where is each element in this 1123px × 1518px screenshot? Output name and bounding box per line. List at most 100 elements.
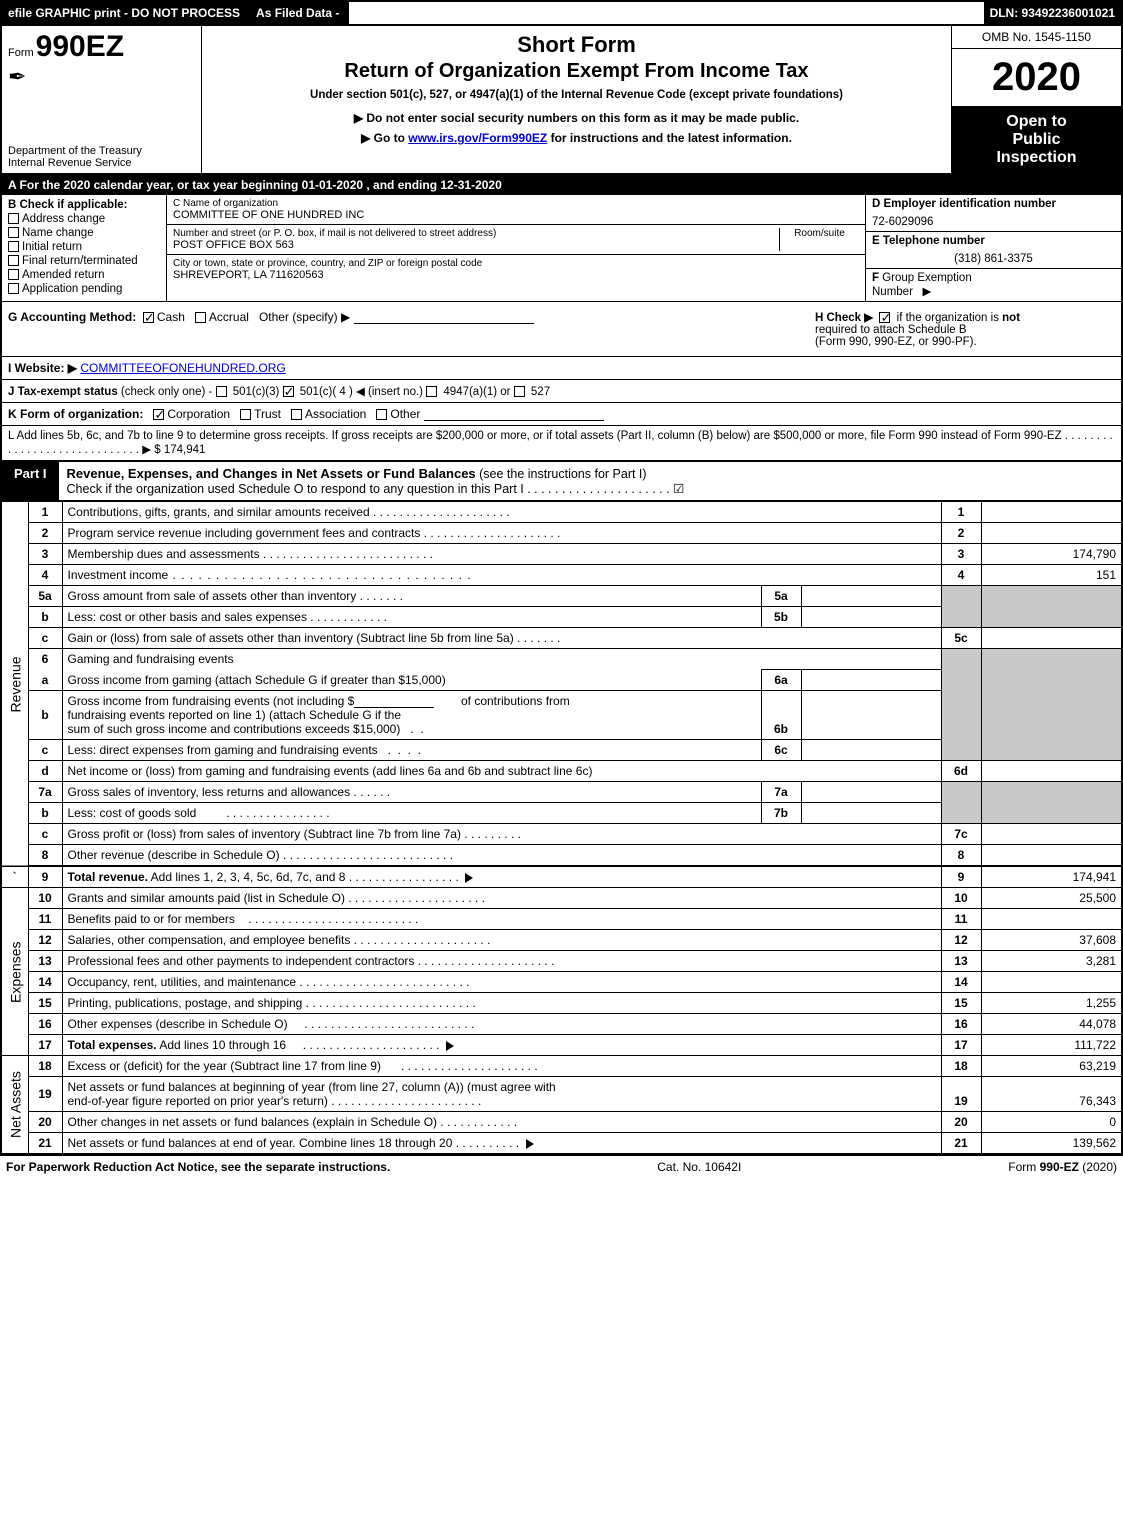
- cb-amended-return[interactable]: Amended return: [8, 269, 160, 281]
- line-6b-desc: Gross income from fundraising events (no…: [62, 691, 761, 740]
- cb-cash[interactable]: [143, 312, 154, 323]
- line-5a-desc: Gross amount from sale of assets other t…: [62, 586, 761, 607]
- row-g: G Accounting Method: Cash Accrual Other …: [2, 302, 1121, 357]
- line-7b-sv: [801, 803, 941, 824]
- cb-other[interactable]: [376, 409, 387, 420]
- line-6d-val: [981, 761, 1121, 782]
- cb-final-return[interactable]: Final return/terminated: [8, 255, 160, 267]
- line-7b-num: [941, 803, 981, 824]
- header-mid: Short Form Return of Organization Exempt…: [202, 26, 951, 173]
- line-6-val: [981, 649, 1121, 670]
- line-9-desc: Total revenue. Add lines 1, 2, 3, 4, 5c,…: [62, 866, 941, 888]
- table-row: 6 Gaming and fundraising events: [2, 649, 1121, 670]
- line-1-val: [981, 502, 1121, 523]
- line-12-num: 12: [941, 930, 981, 951]
- cb-application-pending[interactable]: Application pending: [8, 283, 160, 295]
- cb-501c3[interactable]: [216, 386, 227, 397]
- line-20-desc: Other changes in net assets or fund bala…: [62, 1112, 941, 1133]
- line-17-desc: Total expenses. Add lines 10 through 16: [62, 1035, 941, 1056]
- col-b: B Check if applicable: Address change Na…: [2, 195, 167, 301]
- line-5b-desc: Less: cost or other basis and sales expe…: [62, 607, 761, 628]
- line-8-desc: Other revenue (describe in Schedule O): [62, 845, 941, 867]
- website-link[interactable]: COMMITTEEOFONEHUNDRED.ORG: [80, 361, 285, 375]
- line-5a-sv: [801, 586, 941, 607]
- line-1-no: 1: [28, 502, 62, 523]
- line-11-no: 11: [28, 909, 62, 930]
- line-6a-sv: [801, 670, 941, 691]
- line-16-desc: Other expenses (describe in Schedule O): [62, 1014, 941, 1035]
- arrow-line-2: ▶ Go to www.irs.gov/Form990EZ for instru…: [212, 131, 941, 145]
- line-9-num: 9: [941, 866, 981, 888]
- line-5a-num: [941, 586, 981, 607]
- table-row: 7a Gross sales of inventory, less return…: [2, 782, 1121, 803]
- d-value: 72-6029096: [872, 216, 1115, 228]
- cb-trust[interactable]: [240, 409, 251, 420]
- d-label: D Employer identification number: [872, 198, 1056, 210]
- k-label: K Form of organization:: [8, 407, 143, 421]
- line-16-no: 16: [28, 1014, 62, 1035]
- line-6a-no: a: [28, 670, 62, 691]
- line-6d-num: 6d: [941, 761, 981, 782]
- line-7b-desc: Less: cost of goods sold . . . . . . . .…: [62, 803, 761, 824]
- i-label: I Website: ▶: [8, 361, 77, 375]
- table-row: 12 Salaries, other compensation, and emp…: [2, 930, 1121, 951]
- form-prefix: Form: [8, 47, 34, 59]
- arrow2-post: for instructions and the latest informat…: [547, 131, 792, 145]
- cell-city: City or town, state or province, country…: [167, 255, 865, 284]
- line-8-num: 8: [941, 845, 981, 867]
- cb-accrual[interactable]: [195, 312, 206, 323]
- irs-link[interactable]: www.irs.gov/Form990EZ: [408, 131, 547, 145]
- line-6c-desc: Less: direct expenses from gaming and fu…: [62, 740, 761, 761]
- arrow2-pre: ▶ Go to: [361, 131, 408, 145]
- arrow-icon: [446, 1041, 454, 1051]
- line-3-desc: Membership dues and assessments: [62, 544, 941, 565]
- subtitle: Under section 501(c), 527, or 4947(a)(1)…: [212, 89, 941, 101]
- part1-header: Part I Revenue, Expenses, and Changes in…: [2, 462, 1121, 501]
- cb-association[interactable]: [291, 409, 302, 420]
- col-def: D Employer identification number 72-6029…: [866, 195, 1121, 301]
- e-value: (318) 861-3375: [872, 253, 1115, 265]
- line-8-val: [981, 845, 1121, 867]
- line-20-val: 0: [981, 1112, 1121, 1133]
- cb-initial-return[interactable]: Initial return: [8, 241, 160, 253]
- line-6c-no: c: [28, 740, 62, 761]
- line-21-num: 21: [941, 1133, 981, 1154]
- cb-4947[interactable]: [426, 386, 437, 397]
- line-8-no: 8: [28, 845, 62, 867]
- k-other-input[interactable]: [424, 409, 604, 421]
- line-18-val: 63,219: [981, 1056, 1121, 1077]
- table-row: 5a Gross amount from sale of assets othe…: [2, 586, 1121, 607]
- cb-527[interactable]: [514, 386, 525, 397]
- line-19-desc: Net assets or fund balances at beginning…: [62, 1077, 941, 1112]
- line-3-val: 174,790: [981, 544, 1121, 565]
- arrow-line-1: ▶ Do not enter social security numbers o…: [212, 111, 941, 125]
- form-number-value: 990EZ: [36, 30, 124, 64]
- cb-name-change[interactable]: Name change: [8, 227, 160, 239]
- cb-h[interactable]: [879, 312, 890, 323]
- line-7c-num: 7c: [941, 824, 981, 845]
- line-5c-val: [981, 628, 1121, 649]
- line-10-num: 10: [941, 888, 981, 909]
- line-6b-sv: [801, 691, 941, 740]
- form-number: Form 990EZ: [8, 30, 195, 64]
- cb-corporation[interactable]: [153, 409, 164, 420]
- part1-title-bold: Revenue, Expenses, and Changes in Net As…: [67, 466, 476, 481]
- cell-street: Number and street (or P. O. box, if mail…: [167, 225, 865, 255]
- table-row: 8 Other revenue (describe in Schedule O)…: [2, 845, 1121, 867]
- side-revenue: Revenue: [2, 502, 28, 867]
- cb-501c[interactable]: [283, 386, 294, 397]
- part1-title-rest: (see the instructions for Part I): [476, 467, 647, 481]
- table-row: 21 Net assets or fund balances at end of…: [2, 1133, 1121, 1154]
- line-6d-no: d: [28, 761, 62, 782]
- line-7c-val: [981, 824, 1121, 845]
- street-label: Number and street (or P. O. box, if mail…: [173, 228, 779, 239]
- open-to-public: Open to Public Inspection: [952, 107, 1121, 173]
- line-5b-sv: [801, 607, 941, 628]
- line-12-no: 12: [28, 930, 62, 951]
- l-value: $ 174,941: [154, 444, 205, 456]
- line-6b-input[interactable]: [354, 696, 434, 708]
- line-13-num: 13: [941, 951, 981, 972]
- cb-address-change[interactable]: Address change: [8, 213, 160, 225]
- table-row: 2 Program service revenue including gove…: [2, 523, 1121, 544]
- other-specify-input[interactable]: [354, 312, 534, 324]
